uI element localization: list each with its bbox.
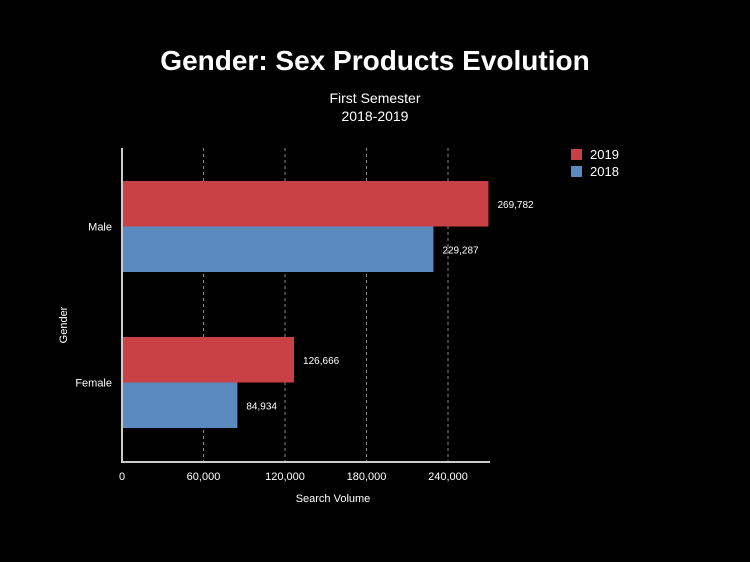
x-tick-label: 120,000 [265, 471, 305, 483]
legend: 2019 2018 [571, 147, 619, 179]
data-label: 269,782 [497, 200, 534, 211]
y-axis-label: Gender [58, 306, 70, 343]
chart-subtitle-line-2: 2018-2019 [342, 108, 409, 124]
bars: 269,782 229,287 126,666 84,934 [122, 181, 534, 428]
x-tick-label: 240,000 [428, 471, 468, 483]
bar-2018-female [122, 382, 238, 428]
chart-subtitle-line-1: First Semester [329, 90, 420, 106]
bar-2019-female [122, 337, 295, 383]
chart-title: Gender: Sex Products Evolution [160, 45, 589, 76]
legend-swatch-2018 [571, 166, 582, 177]
bar-2019-male [122, 181, 489, 227]
legend-swatch-2019 [571, 149, 582, 160]
data-label: 126,666 [303, 356, 340, 367]
y-category-labels: Male Female [75, 222, 112, 390]
x-tick-label: 0 [119, 471, 125, 483]
x-axis-label: Search Volume [296, 493, 371, 505]
legend-label: 2018 [590, 164, 619, 179]
bar-2018-male [122, 226, 434, 272]
data-label: 229,287 [442, 245, 479, 256]
data-label: 84,934 [246, 401, 277, 412]
gridlines [203, 148, 449, 462]
x-tick-label: 180,000 [347, 471, 387, 483]
legend-label: 2019 [590, 147, 619, 162]
y-category-label: Female [75, 378, 112, 390]
y-category-label: Male [88, 222, 112, 234]
x-tick-label: 60,000 [187, 471, 221, 483]
x-tick-labels: 0 60,000 120,000 180,000 240,000 [119, 471, 468, 483]
